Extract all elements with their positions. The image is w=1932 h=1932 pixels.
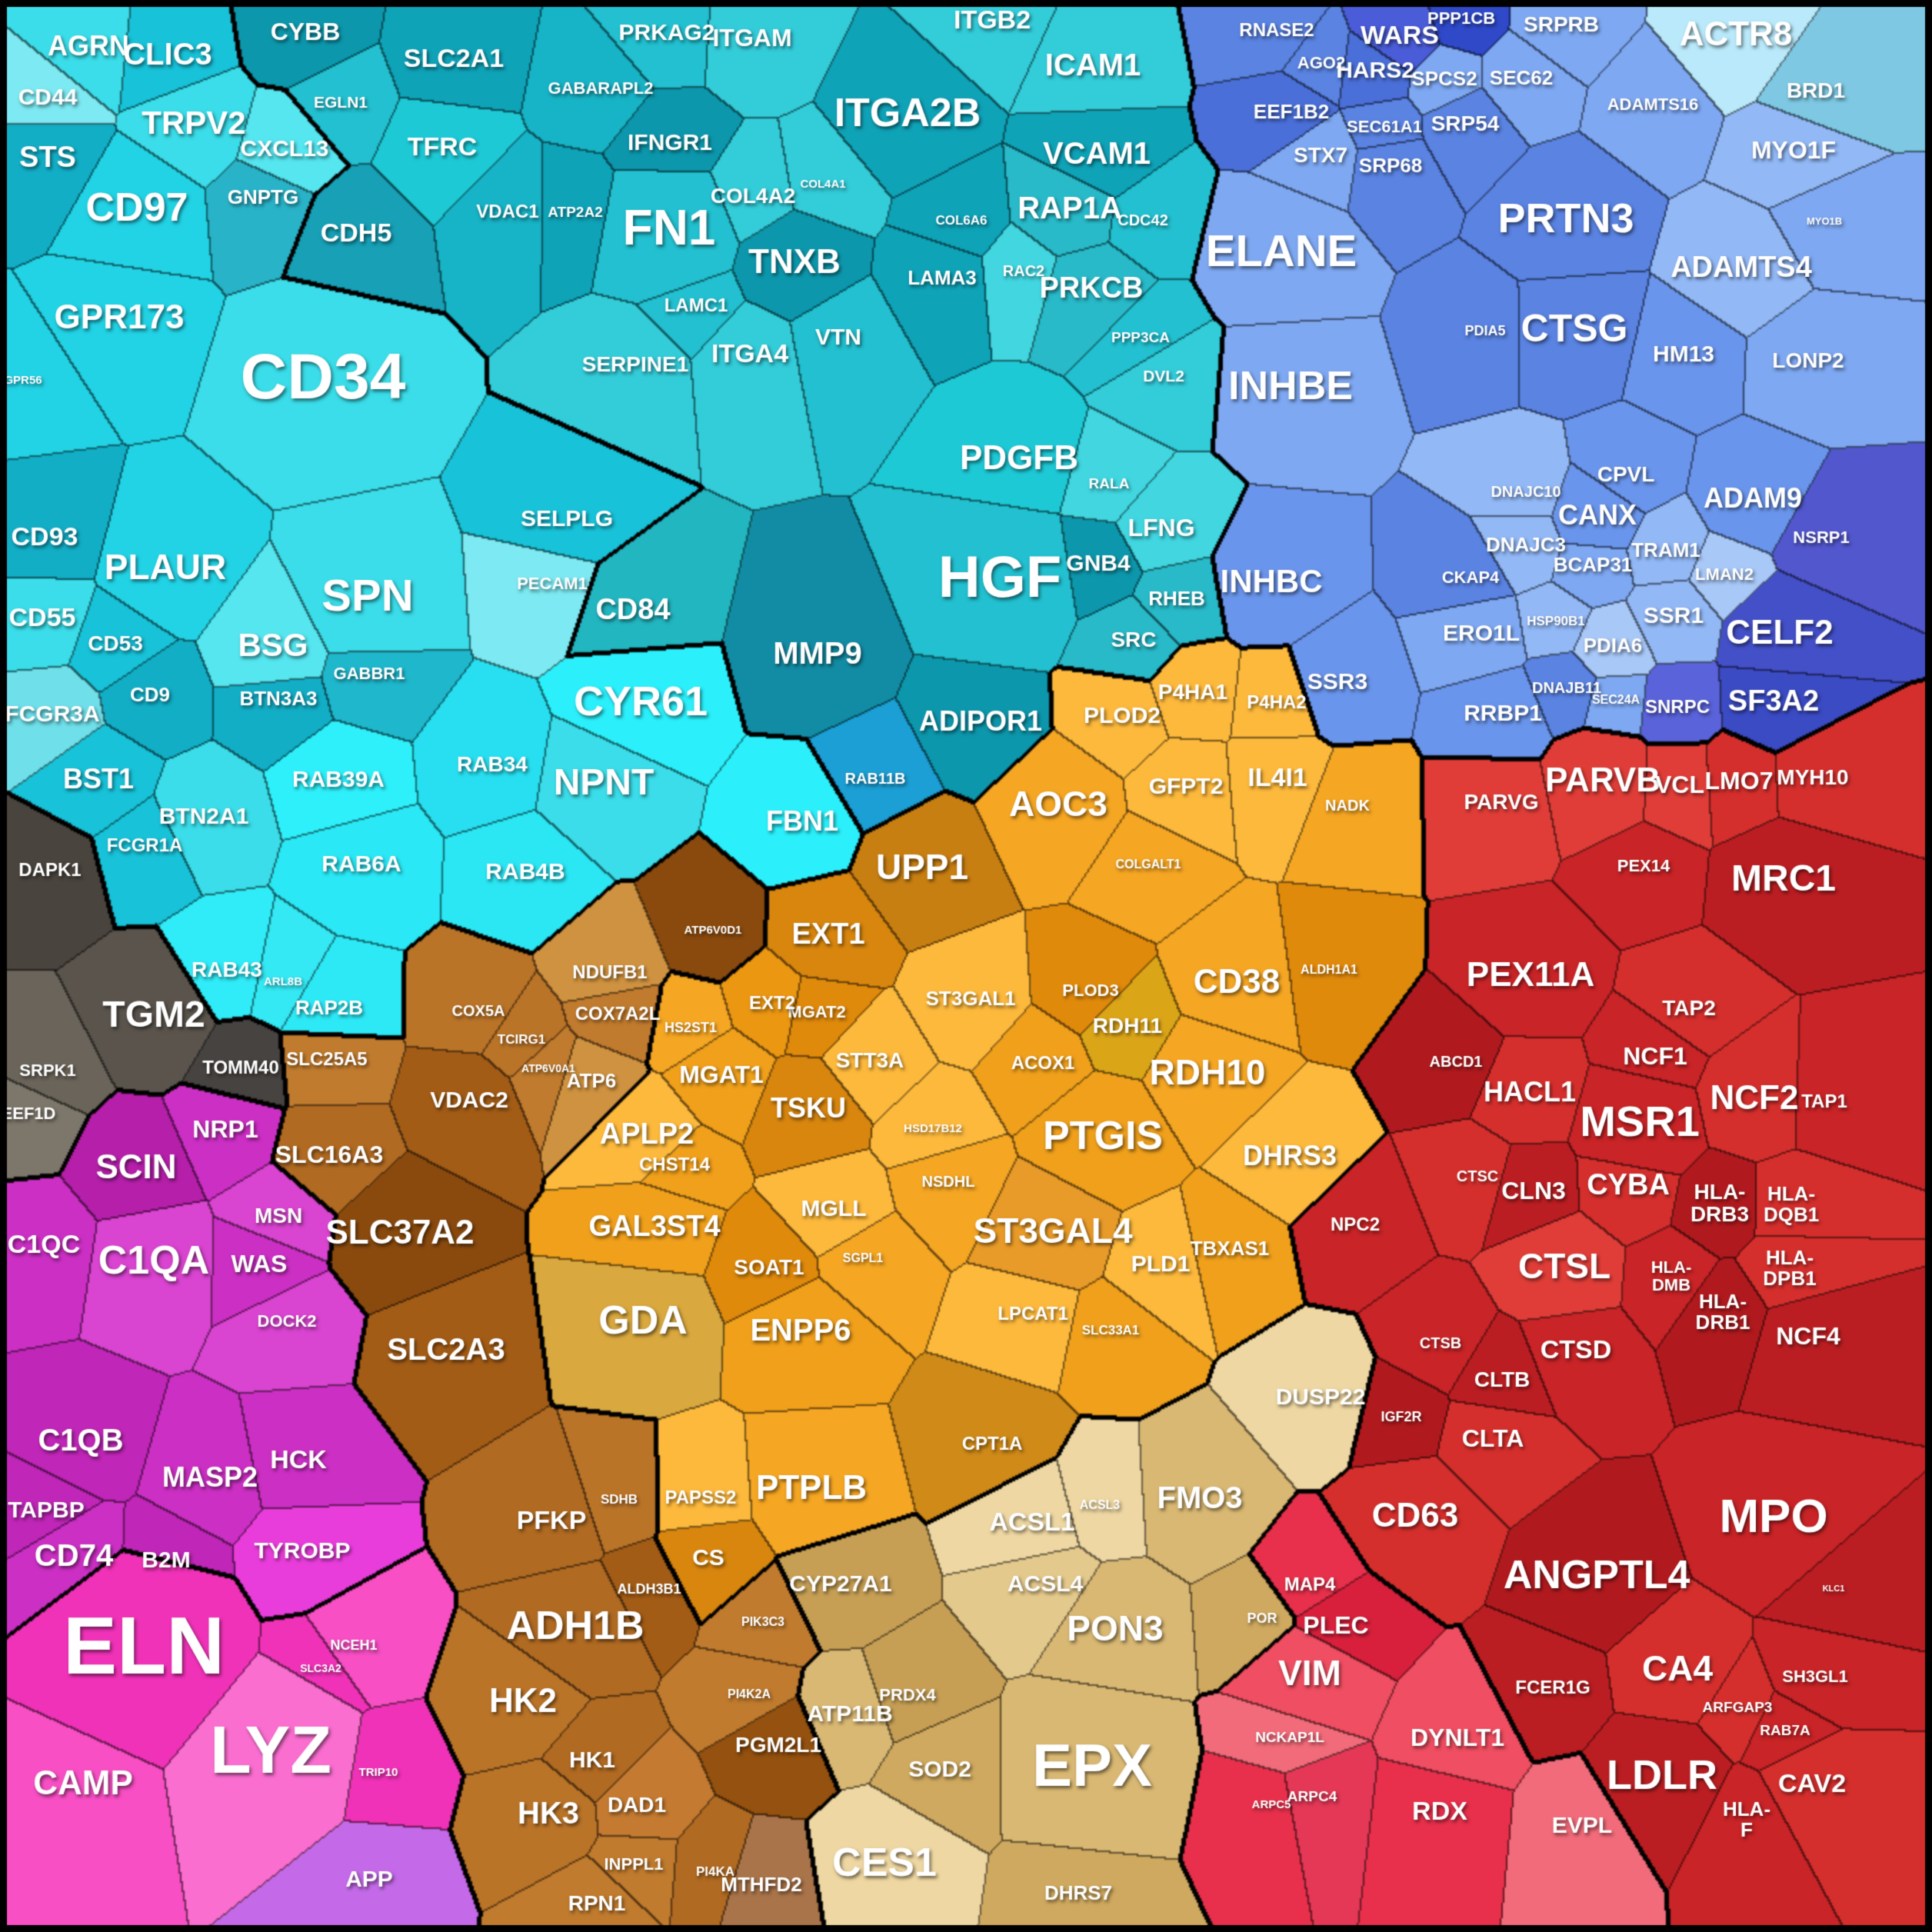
voronoi-treemap-canvas <box>0 0 1932 1932</box>
voronoi-treemap-figure: voronoi-treemap-proteomap <box>0 0 1932 1932</box>
